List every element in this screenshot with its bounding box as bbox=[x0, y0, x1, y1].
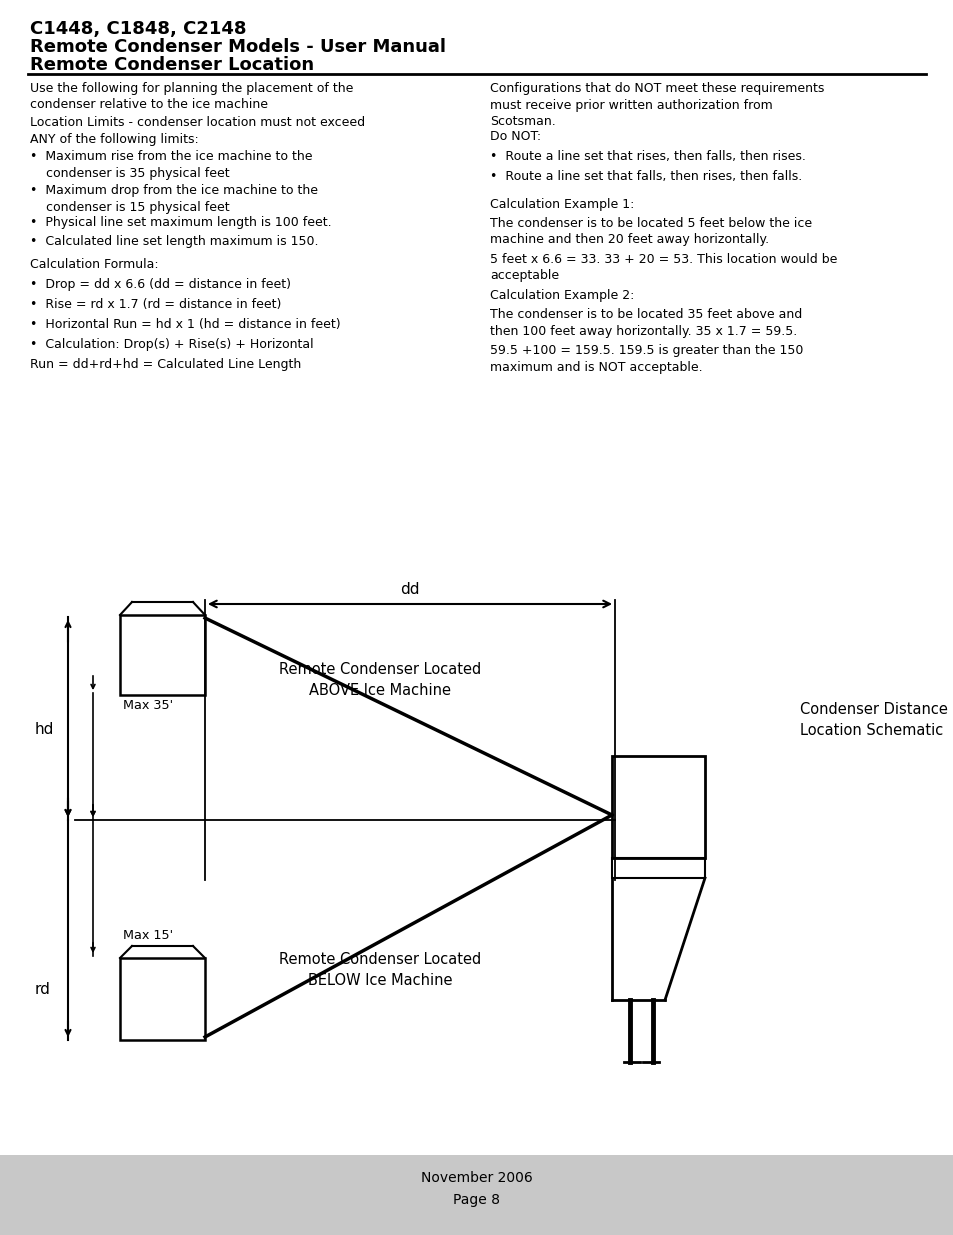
Text: Do NOT:: Do NOT: bbox=[490, 130, 540, 143]
Text: rd: rd bbox=[35, 983, 51, 998]
Text: •  Calculation: Drop(s) + Rise(s) + Horizontal: • Calculation: Drop(s) + Rise(s) + Horiz… bbox=[30, 338, 314, 351]
Text: C1448, C1848, C2148: C1448, C1848, C2148 bbox=[30, 20, 246, 38]
Text: Calculation Example 1:: Calculation Example 1: bbox=[490, 198, 634, 211]
Text: Page 8: Page 8 bbox=[453, 1193, 500, 1207]
Text: •  Rise = rd x 1.7 (rd = distance in feet): • Rise = rd x 1.7 (rd = distance in feet… bbox=[30, 298, 281, 311]
Text: Remote Condenser Models - User Manual: Remote Condenser Models - User Manual bbox=[30, 38, 446, 56]
Text: •  Route a line set that falls, then rises, then falls.: • Route a line set that falls, then rise… bbox=[490, 170, 801, 183]
Text: Configurations that do NOT meet these requirements
must receive prior written au: Configurations that do NOT meet these re… bbox=[490, 82, 823, 128]
Bar bbox=[120, 958, 205, 1040]
Text: The condenser is to be located 5 feet below the ice
machine and then 20 feet awa: The condenser is to be located 5 feet be… bbox=[490, 217, 811, 247]
Text: •  Route a line set that rises, then falls, then rises.: • Route a line set that rises, then fall… bbox=[490, 149, 805, 163]
Text: •  Horizontal Run = hd x 1 (hd = distance in feet): • Horizontal Run = hd x 1 (hd = distance… bbox=[30, 317, 340, 331]
Text: •  Drop = dd x 6.6 (dd = distance in feet): • Drop = dd x 6.6 (dd = distance in feet… bbox=[30, 278, 291, 291]
Bar bbox=[612, 756, 704, 858]
Text: Remote Condenser Located
BELOW Ice Machine: Remote Condenser Located BELOW Ice Machi… bbox=[278, 952, 480, 988]
Bar bbox=[0, 1155, 953, 1235]
Text: Remote Condenser Located
ABOVE Ice Machine: Remote Condenser Located ABOVE Ice Machi… bbox=[278, 662, 480, 698]
Bar bbox=[120, 615, 205, 695]
Text: Max 35': Max 35' bbox=[123, 699, 172, 713]
Text: •  Physical line set maximum length is 100 feet.: • Physical line set maximum length is 10… bbox=[30, 216, 332, 228]
Text: •  Maximum drop from the ice machine to the
    condenser is 15 physical feet: • Maximum drop from the ice machine to t… bbox=[30, 184, 317, 214]
Text: 5 feet x 6.6 = 33. 33 + 20 = 53. This location would be
acceptable: 5 feet x 6.6 = 33. 33 + 20 = 53. This lo… bbox=[490, 253, 837, 283]
Text: Remote Condenser Location: Remote Condenser Location bbox=[30, 56, 314, 74]
Text: dd: dd bbox=[400, 582, 419, 597]
Text: 59.5 +100 = 159.5. 159.5 is greater than the 150
maximum and is NOT acceptable.: 59.5 +100 = 159.5. 159.5 is greater than… bbox=[490, 345, 802, 373]
Text: November 2006: November 2006 bbox=[420, 1171, 533, 1186]
Text: Condenser Distance &
Location Schematic: Condenser Distance & Location Schematic bbox=[800, 701, 953, 739]
Text: hd: hd bbox=[35, 722, 54, 737]
Text: The condenser is to be located 35 feet above and
then 100 feet away horizontally: The condenser is to be located 35 feet a… bbox=[490, 308, 801, 337]
Text: Use the following for planning the placement of the
condenser relative to the ic: Use the following for planning the place… bbox=[30, 82, 353, 111]
Text: •  Maximum rise from the ice machine to the
    condenser is 35 physical feet: • Maximum rise from the ice machine to t… bbox=[30, 149, 313, 179]
Text: Calculation Formula:: Calculation Formula: bbox=[30, 258, 158, 270]
Text: Max 15': Max 15' bbox=[123, 929, 172, 942]
Text: Location Limits - condenser location must not exceed
ANY of the following limits: Location Limits - condenser location mus… bbox=[30, 116, 365, 146]
Text: •  Calculated line set length maximum is 150.: • Calculated line set length maximum is … bbox=[30, 235, 318, 248]
Text: Calculation Example 2:: Calculation Example 2: bbox=[490, 289, 634, 303]
Bar bbox=[612, 858, 704, 878]
Text: Run = dd+rd+hd = Calculated Line Length: Run = dd+rd+hd = Calculated Line Length bbox=[30, 358, 301, 370]
